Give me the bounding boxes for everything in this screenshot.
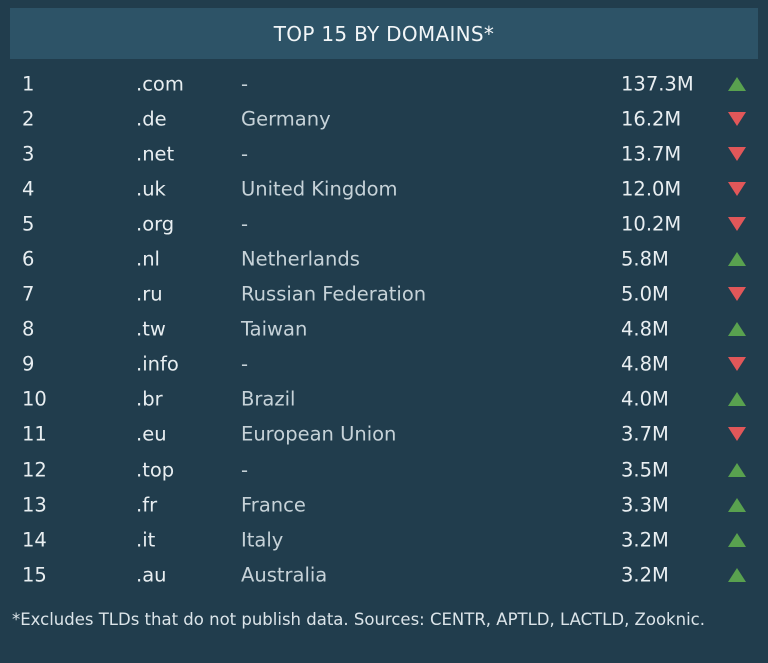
tld-cell: .info — [136, 352, 179, 376]
rank-cell: 4 — [22, 177, 35, 201]
country-cell: Germany — [241, 106, 331, 130]
rank-cell: 15 — [22, 563, 47, 587]
country-cell: - — [241, 71, 249, 95]
tld-cell: .fr — [136, 492, 158, 516]
domain-count-cell: 3.2M — [621, 528, 669, 552]
table-row: 14 .it Italy 3.2M — [0, 522, 768, 557]
trend-down-icon — [727, 111, 747, 127]
table-row: 15 .au Australia 3.2M — [0, 557, 768, 592]
trend-down-icon — [727, 286, 747, 302]
table-row: 3 .net - 13.7M — [0, 136, 768, 171]
tld-cell: .net — [136, 141, 175, 165]
table-row: 1 .com - 137.3M — [0, 66, 768, 101]
domain-count-cell: 137.3M — [621, 71, 694, 95]
table-row: 11 .eu European Union 3.7M — [0, 417, 768, 452]
domain-table: 1 .com - 137.3M 2 .de Germany 16.2M 3 .net - 13.7M 4… — [0, 66, 768, 592]
country-cell: Taiwan — [241, 317, 308, 341]
tld-cell: .uk — [136, 177, 166, 201]
country-cell: - — [241, 141, 249, 165]
rank-cell: 6 — [22, 247, 35, 271]
rank-cell: 1 — [22, 71, 35, 95]
domain-count-cell: 16.2M — [621, 106, 682, 130]
rank-cell: 3 — [22, 141, 35, 165]
country-cell: - — [241, 352, 249, 376]
country-cell: France — [241, 492, 306, 516]
rank-cell: 8 — [22, 317, 35, 341]
tld-cell: .eu — [136, 422, 167, 446]
domain-count-cell: 3.5M — [621, 457, 669, 481]
domain-count-cell: 3.2M — [621, 563, 669, 587]
trend-down-icon — [727, 426, 747, 442]
domain-count-cell: 5.0M — [621, 282, 669, 306]
country-cell: Italy — [241, 528, 284, 552]
trend-up-icon — [727, 76, 747, 92]
trend-up-icon — [727, 497, 747, 513]
footnote: *Excludes TLDs that do not publish data.… — [12, 610, 705, 629]
table-row: 13 .fr France 3.3M — [0, 487, 768, 522]
rank-cell: 5 — [22, 212, 35, 236]
trend-up-icon — [727, 391, 747, 407]
table-header: TOP 15 BY DOMAINS* — [10, 8, 758, 59]
rank-cell: 7 — [22, 282, 35, 306]
rank-cell: 14 — [22, 528, 47, 552]
trend-down-icon — [727, 356, 747, 372]
country-cell: United Kingdom — [241, 177, 398, 201]
trend-up-icon — [727, 251, 747, 267]
rank-cell: 9 — [22, 352, 35, 376]
domain-count-cell: 4.8M — [621, 352, 669, 376]
country-cell: Brazil — [241, 387, 296, 411]
table-row: 10 .br Brazil 4.0M — [0, 382, 768, 417]
tld-cell: .au — [136, 563, 167, 587]
domain-count-cell: 4.8M — [621, 317, 669, 341]
rank-cell: 10 — [22, 387, 47, 411]
table-row: 4 .uk United Kingdom 12.0M — [0, 171, 768, 206]
country-cell: Australia — [241, 563, 328, 587]
trend-down-icon — [727, 146, 747, 162]
country-cell: Netherlands — [241, 247, 360, 271]
rank-cell: 11 — [22, 422, 47, 446]
domain-count-cell: 5.8M — [621, 247, 669, 271]
trend-up-icon — [727, 462, 747, 478]
table-row: 9 .info - 4.8M — [0, 347, 768, 382]
table-row: 5 .org - 10.2M — [0, 206, 768, 241]
tld-cell: .de — [136, 106, 167, 130]
table-row: 7 .ru Russian Federation 5.0M — [0, 277, 768, 312]
table-row: 2 .de Germany 16.2M — [0, 101, 768, 136]
tld-cell: .org — [136, 212, 175, 236]
table-title: TOP 15 BY DOMAINS* — [273, 21, 495, 46]
domain-count-cell: 3.7M — [621, 422, 669, 446]
domain-count-cell: 12.0M — [621, 177, 682, 201]
trend-up-icon — [727, 532, 747, 548]
tld-cell: .tw — [136, 317, 166, 341]
tld-cell: .top — [136, 457, 175, 481]
domain-count-cell: 4.0M — [621, 387, 669, 411]
rank-cell: 2 — [22, 106, 35, 130]
country-cell: Russian Federation — [241, 282, 427, 306]
tld-cell: .ru — [136, 282, 163, 306]
table-row: 12 .top - 3.5M — [0, 452, 768, 487]
tld-cell: .com — [136, 71, 184, 95]
country-cell: European Union — [241, 422, 397, 446]
domain-count-cell: 10.2M — [621, 212, 682, 236]
trend-down-icon — [727, 216, 747, 232]
trend-up-icon — [727, 567, 747, 583]
rank-cell: 12 — [22, 457, 47, 481]
rank-cell: 13 — [22, 492, 47, 516]
tld-cell: .br — [136, 387, 163, 411]
domain-count-cell: 3.3M — [621, 492, 669, 516]
table-row: 6 .nl Netherlands 5.8M — [0, 241, 768, 276]
trend-up-icon — [727, 321, 747, 337]
country-cell: - — [241, 212, 249, 236]
table-row: 8 .tw Taiwan 4.8M — [0, 312, 768, 347]
tld-cell: .nl — [136, 247, 160, 271]
trend-down-icon — [727, 181, 747, 197]
country-cell: - — [241, 457, 249, 481]
tld-cell: .it — [136, 528, 156, 552]
domain-count-cell: 13.7M — [621, 141, 682, 165]
